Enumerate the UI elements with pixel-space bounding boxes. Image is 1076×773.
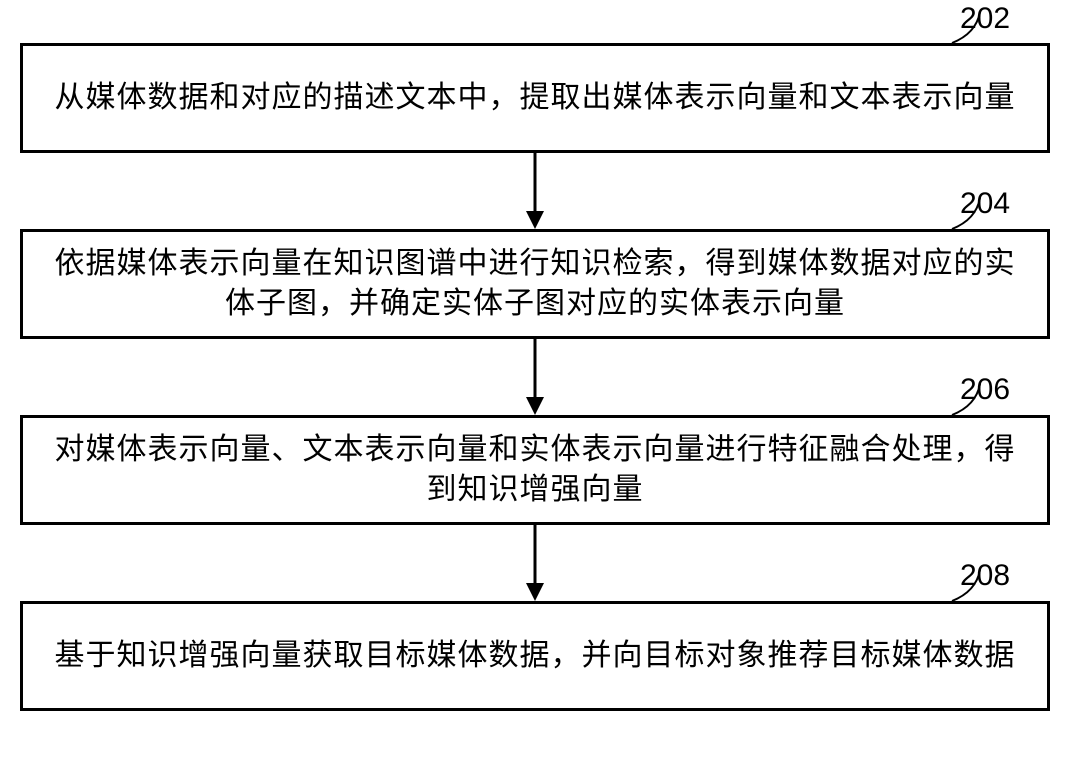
step-text-202: 从媒体数据和对应的描述文本中，提取出媒体表示向量和文本表示向量 bbox=[55, 78, 1016, 119]
step-box-206: 对媒体表示向量、文本表示向量和实体表示向量进行特征融合处理，得到知识增强向量 bbox=[20, 415, 1050, 525]
step-label-206: 206 bbox=[960, 373, 1010, 407]
step-box-202: 从媒体数据和对应的描述文本中，提取出媒体表示向量和文本表示向量 bbox=[20, 43, 1050, 153]
arrow-1-head bbox=[526, 211, 544, 229]
step-label-202: 202 bbox=[960, 2, 1010, 36]
step-text-208: 基于知识增强向量获取目标媒体数据，并向目标对象推荐目标媒体数据 bbox=[55, 636, 1016, 677]
step-label-208: 208 bbox=[960, 559, 1010, 593]
flowchart-canvas: 从媒体数据和对应的描述文本中，提取出媒体表示向量和文本表示向量 202 依据媒体… bbox=[0, 0, 1076, 773]
arrow-2-head bbox=[526, 397, 544, 415]
step-text-204: 依据媒体表示向量在知识图谱中进行知识检索，得到媒体数据对应的实体子图，并确定实体… bbox=[47, 244, 1023, 325]
arrow-3-head bbox=[526, 583, 544, 601]
step-box-208: 基于知识增强向量获取目标媒体数据，并向目标对象推荐目标媒体数据 bbox=[20, 601, 1050, 711]
step-label-204: 204 bbox=[960, 187, 1010, 221]
step-box-204: 依据媒体表示向量在知识图谱中进行知识检索，得到媒体数据对应的实体子图，并确定实体… bbox=[20, 229, 1050, 339]
step-text-206: 对媒体表示向量、文本表示向量和实体表示向量进行特征融合处理，得到知识增强向量 bbox=[47, 430, 1023, 511]
